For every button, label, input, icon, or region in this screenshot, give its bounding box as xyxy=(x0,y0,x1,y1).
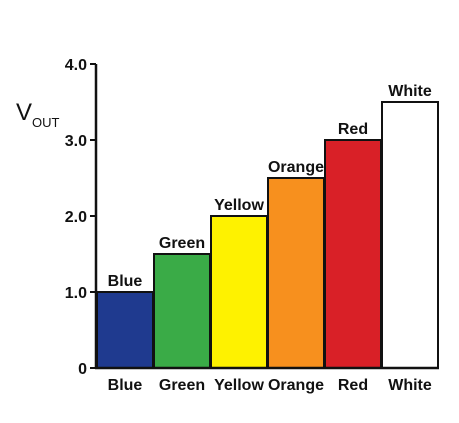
x-tick-label-yellow: Yellow xyxy=(214,377,264,394)
y-tick-label: 4.0 xyxy=(65,57,87,74)
y-tick-label: 1.0 xyxy=(65,285,87,302)
y-tick-label: 3.0 xyxy=(65,133,87,150)
category-labels-group: Blue Green Yellow Orange Red White xyxy=(108,377,432,394)
y-axis-label: V OUT xyxy=(16,99,60,130)
y-tick-label: 2.0 xyxy=(65,209,87,226)
x-tick-label-red: Red xyxy=(338,377,368,394)
data-label-yellow: Yellow xyxy=(214,197,264,214)
bar-red xyxy=(324,139,382,369)
y-axis-label-main: V xyxy=(16,99,32,126)
data-label-green: Green xyxy=(159,235,205,252)
x-tick-label-blue: Blue xyxy=(108,377,143,394)
bar-orange xyxy=(267,177,325,369)
x-tick-label-white: White xyxy=(388,377,432,394)
bar-white xyxy=(381,101,439,369)
y-tick-label: 0 xyxy=(78,361,87,378)
bar-blue xyxy=(96,291,154,369)
data-label-blue: Blue xyxy=(108,273,143,290)
bar-yellow xyxy=(210,215,268,369)
data-label-white: White xyxy=(388,83,432,100)
y-axis-label-subscript: OUT xyxy=(32,115,60,130)
y-axis: 0 1.0 2.0 3.0 4.0 xyxy=(65,57,98,378)
bars-group xyxy=(96,101,439,369)
data-label-orange: Orange xyxy=(268,159,324,176)
bar-green xyxy=(153,253,211,369)
x-tick-label-orange: Orange xyxy=(268,377,324,394)
data-label-red: Red xyxy=(338,121,368,138)
data-labels-group: Blue Green Yellow Orange Red White xyxy=(108,83,432,290)
x-tick-label-green: Green xyxy=(159,377,205,394)
